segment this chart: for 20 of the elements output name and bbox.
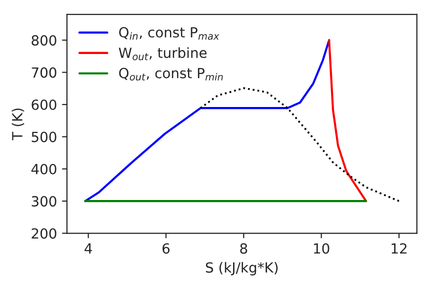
line-series [200,87,400,202]
y-tick-label: 700 [32,67,56,78]
x-tick-label: 6 [162,243,170,254]
x-axis-title: S (kJ/kg*K) [206,262,278,276]
y-tick-label: 500 [32,132,56,142]
y-tick-label: 800 [32,35,56,46]
x-tick-label: 8 [240,243,248,254]
x-tick-label: 10 [314,243,330,254]
x-tick-label: 4 [84,243,92,254]
legend-label: Q$_{out}$, const P$_{min}$ [119,68,223,81]
legend-label: W$_{out}$, turbine [118,47,207,60]
y-axis-title: T (K) [12,108,24,140]
y-tick-label: 400 [31,164,56,174]
line-series [328,39,368,202]
y-tick-label: 300 [32,196,56,207]
line-series [84,39,330,202]
legend-label: Q$_{in}$, const P$_{max}$ [119,27,220,40]
x-tick-label: 12 [392,243,406,254]
y-tick-label: 200 [32,228,56,239]
y-tick-label: 600 [32,99,56,110]
